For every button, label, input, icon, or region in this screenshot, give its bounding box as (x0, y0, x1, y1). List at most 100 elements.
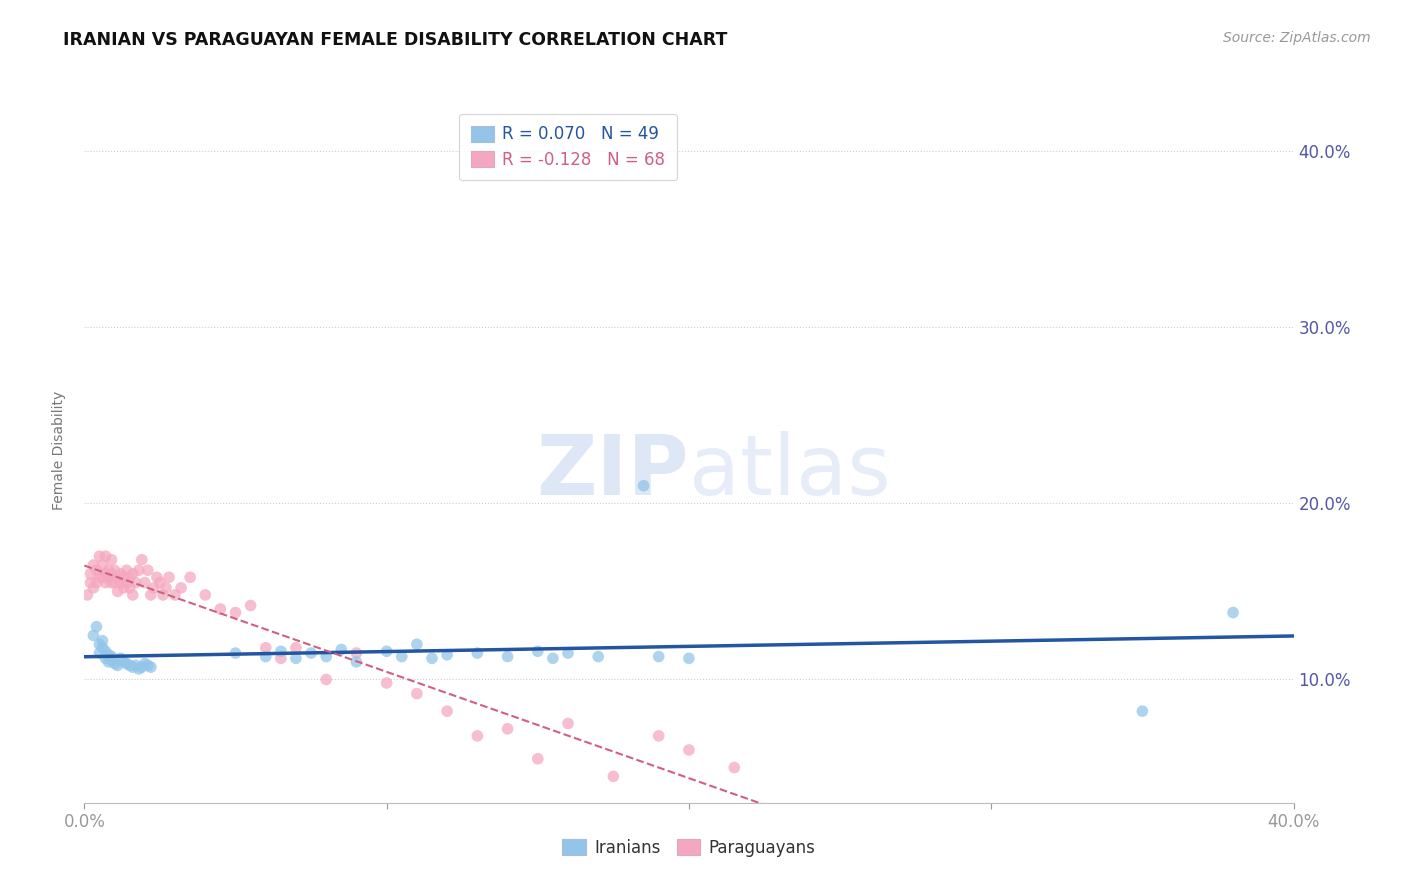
Point (97, 648, 120, 662)
Point (194, 588, 217, 602)
Point (110, 575, 132, 590)
Point (165, 588, 187, 602)
Point (375, 676, 398, 690)
Point (467, 729, 489, 743)
Legend: Iranians, Paraguayans: Iranians, Paraguayans (554, 830, 824, 865)
Point (270, 651, 292, 665)
Point (131, 660, 153, 674)
Text: Source: ZipAtlas.com: Source: ZipAtlas.com (1223, 31, 1371, 45)
Point (128, 662, 150, 676)
Point (89, 637, 111, 651)
Point (136, 563, 159, 577)
Point (121, 660, 143, 674)
Point (94, 566, 117, 581)
Point (121, 588, 143, 602)
Point (678, 651, 700, 665)
Point (89, 646, 111, 660)
Point (139, 660, 162, 674)
Point (557, 716, 579, 731)
Y-axis label: Female Disability: Female Disability (52, 391, 66, 510)
Point (121, 566, 143, 581)
Point (152, 588, 174, 602)
Text: IRANIAN VS PARAGUAYAN FEMALE DISABILITY CORRELATION CHART: IRANIAN VS PARAGUAYAN FEMALE DISABILITY … (63, 31, 728, 49)
Point (86, 563, 108, 577)
Point (128, 563, 150, 577)
Point (118, 581, 141, 595)
Point (678, 743, 700, 757)
Point (157, 570, 180, 584)
Point (285, 640, 308, 655)
Point (527, 752, 550, 766)
Point (82, 581, 104, 595)
Point (420, 651, 443, 665)
Point (104, 563, 127, 577)
Point (97, 655, 120, 669)
Point (131, 552, 153, 566)
Point (633, 478, 655, 492)
Point (115, 657, 138, 671)
Point (94, 644, 117, 658)
Point (467, 646, 489, 660)
Point (118, 570, 141, 584)
Point (79, 566, 101, 581)
Point (104, 657, 127, 671)
Point (100, 566, 122, 581)
Point (406, 687, 429, 701)
Point (100, 653, 122, 667)
Point (541, 651, 564, 665)
Point (496, 722, 519, 736)
Point (436, 648, 458, 662)
Point (1130, 704, 1153, 718)
Point (142, 581, 165, 595)
Point (723, 760, 745, 774)
Point (588, 649, 610, 664)
Point (107, 658, 129, 673)
Point (139, 588, 162, 602)
Point (391, 649, 413, 664)
Point (104, 575, 127, 590)
Point (527, 644, 550, 658)
Point (136, 658, 159, 673)
Point (118, 658, 141, 673)
Point (94, 651, 117, 665)
Point (82, 558, 104, 572)
Point (86, 575, 108, 590)
Point (299, 646, 322, 660)
Point (346, 655, 368, 669)
Point (107, 570, 129, 584)
Text: ZIP: ZIP (537, 431, 689, 512)
Point (285, 651, 308, 665)
Point (315, 649, 337, 664)
Point (112, 581, 135, 595)
Point (254, 640, 277, 655)
Text: atlas: atlas (689, 431, 890, 512)
Point (239, 599, 262, 613)
Point (225, 646, 247, 660)
Point (406, 637, 429, 651)
Point (94, 549, 117, 564)
Point (225, 606, 247, 620)
Point (602, 769, 624, 783)
Point (155, 581, 177, 595)
Point (97, 563, 120, 577)
Point (97, 570, 120, 584)
Point (82, 628, 104, 642)
Point (89, 570, 111, 584)
Point (254, 649, 277, 664)
Point (100, 552, 122, 566)
Point (115, 563, 138, 577)
Point (557, 646, 579, 660)
Point (209, 602, 232, 616)
Point (100, 649, 122, 664)
Point (375, 644, 398, 658)
Point (134, 575, 156, 590)
Point (112, 570, 135, 584)
Point (110, 651, 132, 665)
Point (648, 649, 671, 664)
Point (79, 575, 101, 590)
Point (436, 704, 458, 718)
Point (100, 575, 122, 590)
Point (91, 640, 114, 655)
Point (648, 729, 671, 743)
Point (89, 549, 111, 564)
